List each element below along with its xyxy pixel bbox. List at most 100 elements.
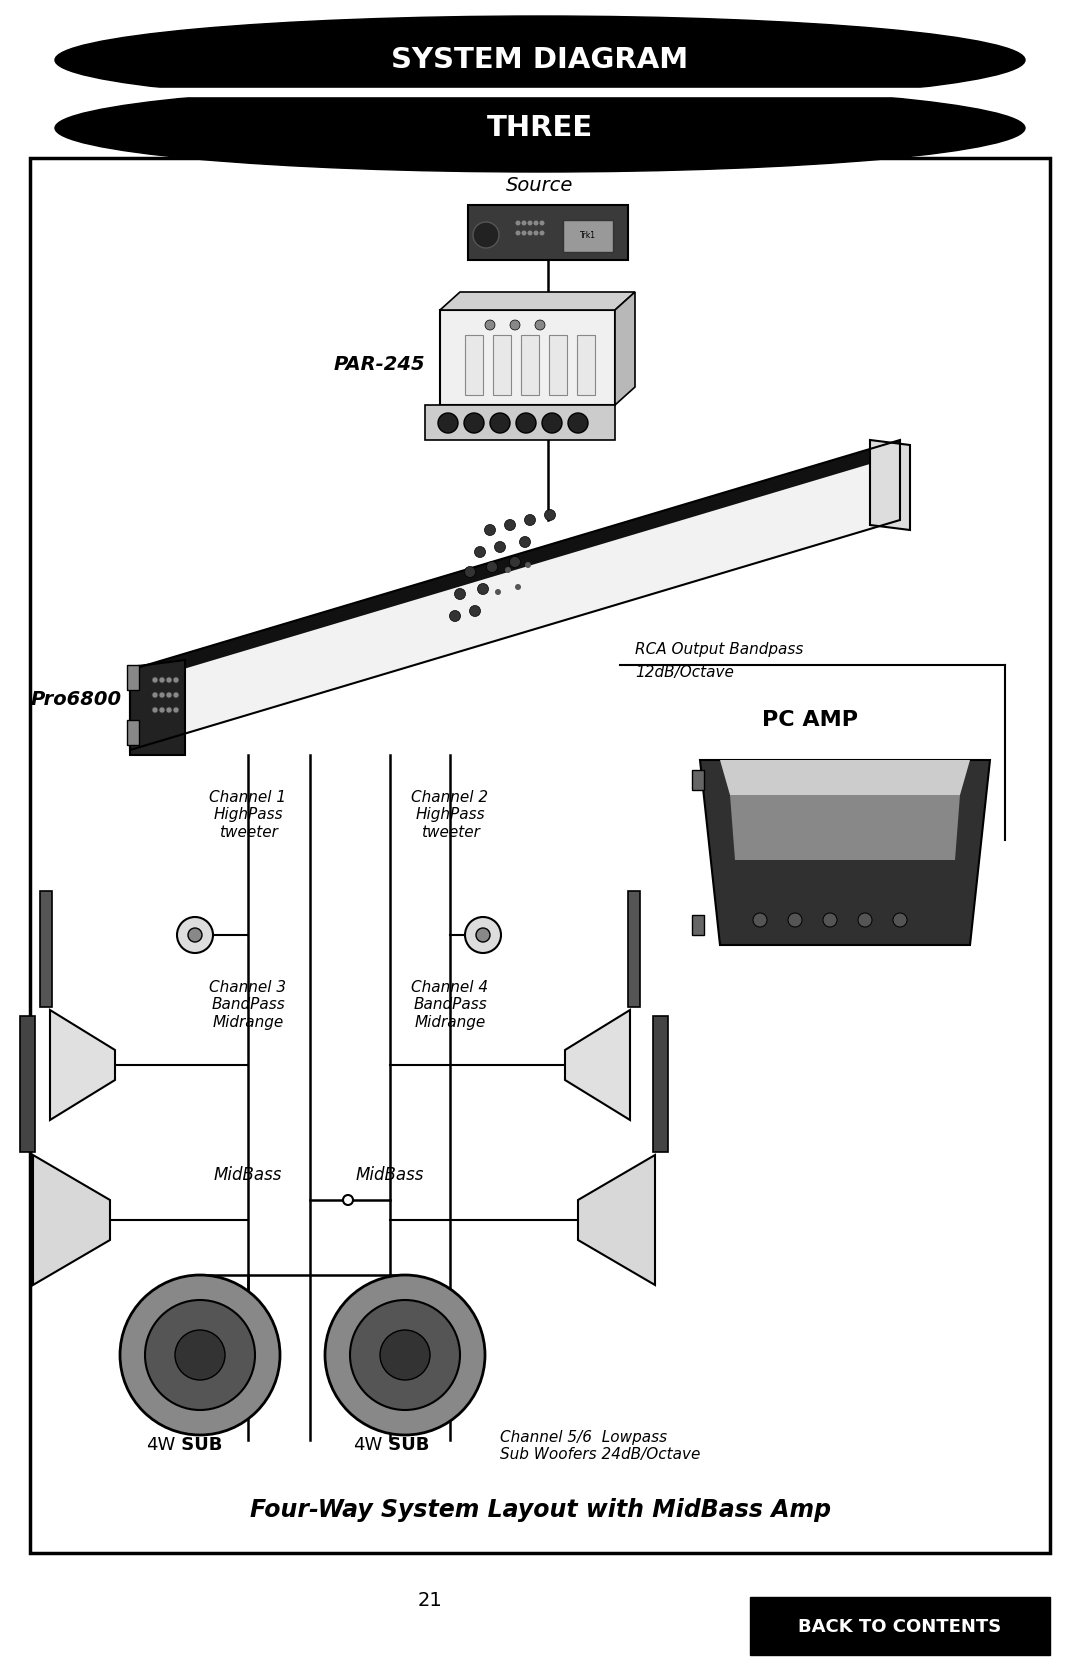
Circle shape xyxy=(474,546,486,557)
Circle shape xyxy=(516,412,536,432)
Circle shape xyxy=(173,708,179,713)
Circle shape xyxy=(534,230,539,235)
Polygon shape xyxy=(440,310,615,406)
Circle shape xyxy=(540,230,544,235)
Bar xyxy=(40,891,52,1006)
Polygon shape xyxy=(33,1155,110,1285)
Text: 21: 21 xyxy=(418,1591,443,1609)
Polygon shape xyxy=(578,1155,654,1285)
Circle shape xyxy=(343,1195,353,1205)
Circle shape xyxy=(525,562,531,567)
Circle shape xyxy=(858,913,872,926)
Circle shape xyxy=(465,916,501,953)
Bar xyxy=(692,915,704,935)
Bar xyxy=(577,335,595,396)
Circle shape xyxy=(152,708,158,713)
Text: SUB: SUB xyxy=(382,1435,430,1454)
Polygon shape xyxy=(730,794,960,860)
Polygon shape xyxy=(700,759,990,945)
Circle shape xyxy=(464,566,475,577)
Text: Channel 1
HighPass
tweeter: Channel 1 HighPass tweeter xyxy=(210,789,286,840)
Circle shape xyxy=(485,320,495,330)
Polygon shape xyxy=(130,441,900,749)
Circle shape xyxy=(380,1330,430,1380)
Circle shape xyxy=(350,1300,460,1410)
Text: Channel 4
BandPass
Midrange: Channel 4 BandPass Midrange xyxy=(411,980,488,1030)
Bar xyxy=(653,1016,669,1152)
Circle shape xyxy=(464,412,484,432)
Circle shape xyxy=(470,606,481,616)
Circle shape xyxy=(325,1275,485,1435)
Circle shape xyxy=(120,1275,280,1435)
Bar xyxy=(492,335,511,396)
Circle shape xyxy=(568,412,588,432)
Polygon shape xyxy=(615,292,635,406)
Circle shape xyxy=(540,220,544,225)
Circle shape xyxy=(473,222,499,249)
Bar xyxy=(468,205,627,260)
Polygon shape xyxy=(130,441,900,684)
Circle shape xyxy=(522,220,527,225)
Circle shape xyxy=(515,230,521,235)
Circle shape xyxy=(510,320,519,330)
Circle shape xyxy=(177,916,213,953)
Circle shape xyxy=(485,524,496,536)
Circle shape xyxy=(175,1330,225,1380)
Bar xyxy=(627,891,640,1006)
Bar xyxy=(750,1597,1050,1656)
Bar xyxy=(30,159,1050,1552)
Circle shape xyxy=(449,611,460,621)
Text: PAR-245: PAR-245 xyxy=(334,355,426,374)
Text: 4W: 4W xyxy=(353,1435,382,1454)
Text: BACK TO CONTENTS: BACK TO CONTENTS xyxy=(798,1617,1001,1636)
Circle shape xyxy=(152,678,158,683)
Circle shape xyxy=(823,913,837,926)
Circle shape xyxy=(159,708,165,713)
Polygon shape xyxy=(720,759,970,794)
Circle shape xyxy=(504,519,515,531)
Bar xyxy=(127,719,139,744)
Bar xyxy=(60,88,1020,97)
Circle shape xyxy=(788,913,802,926)
Polygon shape xyxy=(870,441,910,531)
Circle shape xyxy=(515,584,521,591)
Polygon shape xyxy=(50,1010,114,1120)
Text: Channel 2
HighPass
tweeter: Channel 2 HighPass tweeter xyxy=(411,789,488,840)
Circle shape xyxy=(166,708,172,713)
Circle shape xyxy=(510,556,521,567)
Circle shape xyxy=(173,693,179,698)
Circle shape xyxy=(515,220,521,225)
Circle shape xyxy=(152,693,158,698)
Circle shape xyxy=(753,913,767,926)
Circle shape xyxy=(490,412,510,432)
Text: Source: Source xyxy=(507,175,573,195)
Bar xyxy=(563,220,613,252)
Circle shape xyxy=(495,541,505,552)
Polygon shape xyxy=(565,1010,630,1120)
Polygon shape xyxy=(440,292,635,310)
Text: PC AMP: PC AMP xyxy=(762,709,858,729)
Circle shape xyxy=(527,220,532,225)
Circle shape xyxy=(495,589,501,596)
Circle shape xyxy=(476,928,490,941)
Circle shape xyxy=(145,1300,255,1410)
Circle shape xyxy=(527,230,532,235)
Circle shape xyxy=(188,928,202,941)
Text: RCA Output Bandpass: RCA Output Bandpass xyxy=(635,643,804,658)
Circle shape xyxy=(173,678,179,683)
Circle shape xyxy=(166,693,172,698)
Circle shape xyxy=(477,584,488,594)
Circle shape xyxy=(159,693,165,698)
Text: Channel 5/6  Lowpass
Sub Woofers 24dB/Octave: Channel 5/6 Lowpass Sub Woofers 24dB/Oct… xyxy=(500,1430,700,1462)
Ellipse shape xyxy=(55,17,1025,103)
Text: MidBass: MidBass xyxy=(214,1167,282,1183)
Polygon shape xyxy=(426,406,615,441)
Circle shape xyxy=(166,678,172,683)
Circle shape xyxy=(438,412,458,432)
Circle shape xyxy=(505,567,511,572)
Circle shape xyxy=(535,320,545,330)
Text: SYSTEM DIAGRAM: SYSTEM DIAGRAM xyxy=(391,47,689,73)
Text: THREE: THREE xyxy=(487,113,593,142)
Circle shape xyxy=(525,514,536,526)
Circle shape xyxy=(522,230,527,235)
